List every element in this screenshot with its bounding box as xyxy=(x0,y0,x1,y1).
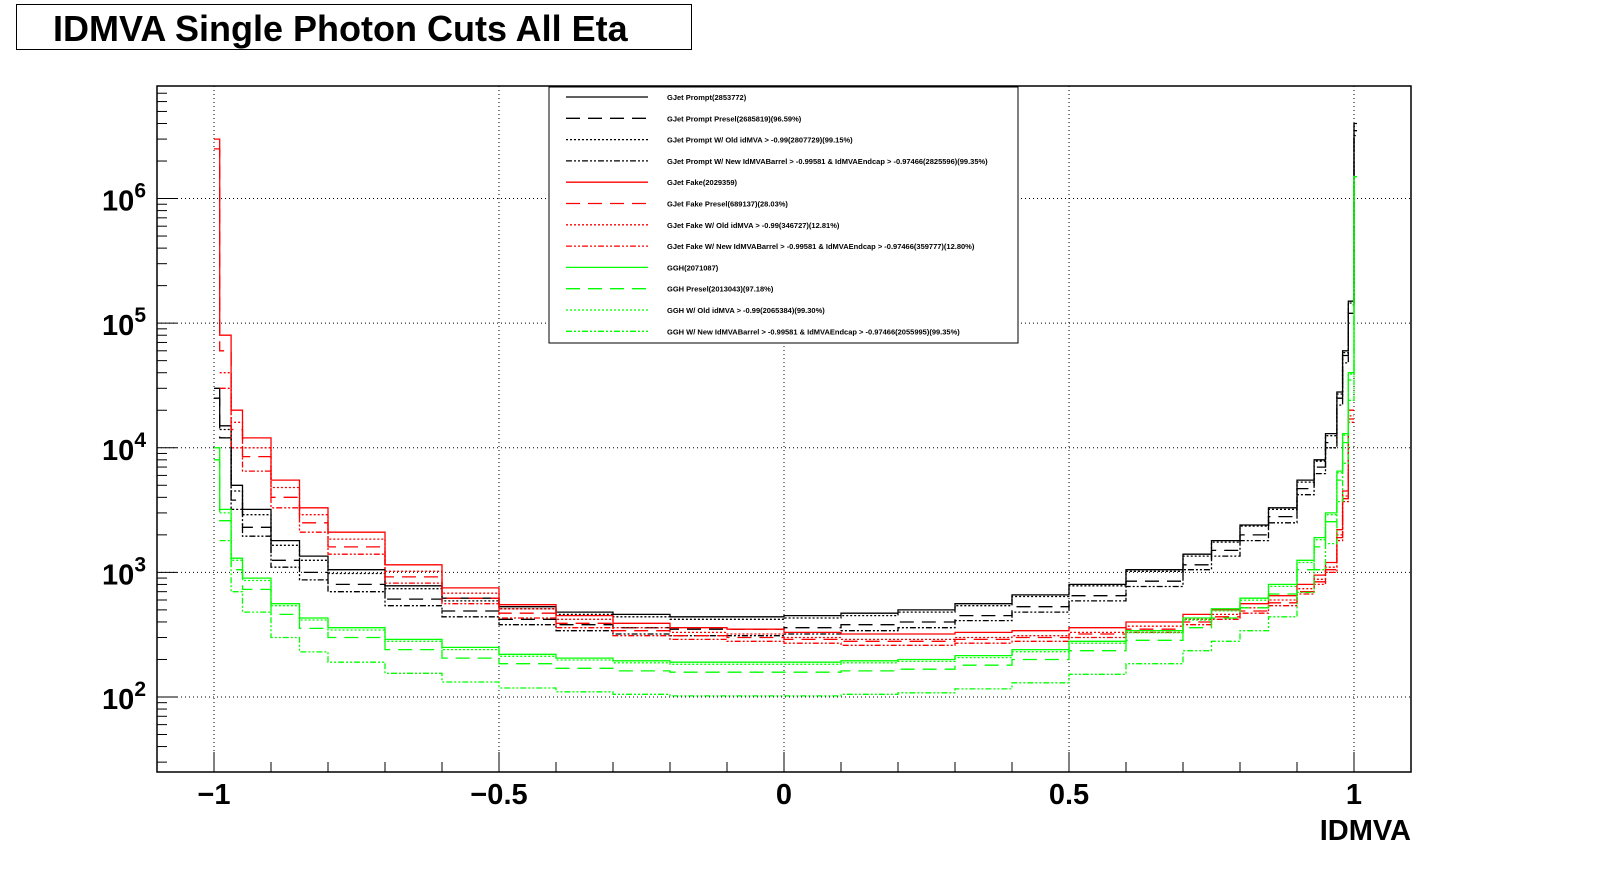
x-tick-label: 0.5 xyxy=(1049,779,1089,811)
series-line-8 xyxy=(214,175,1357,663)
y-tick-label: 106 xyxy=(102,180,146,218)
series-line-11 xyxy=(219,183,1357,697)
legend-label-0: GJet Prompt(2853772) xyxy=(667,93,747,102)
x-axis-label: IDMVA xyxy=(1320,815,1411,847)
legend-label-10: GGH W/ Old idMVA > -0.99(2065384)(99.30%… xyxy=(667,306,825,315)
y-tick-label: 104 xyxy=(102,429,146,467)
legend-label-7: GJet Fake W/ New IdMVABarrel > -0.99581 … xyxy=(667,242,975,251)
legend-label-9: GGH Presel(2013043)(97.18%) xyxy=(667,285,774,294)
legend-label-1: GJet Prompt Presel(2685819)(96.59%) xyxy=(667,114,802,123)
legend-label-11: GGH W/ New IdMVABarrel > -0.99581 & IdMV… xyxy=(667,327,960,336)
y-tick-label: 105 xyxy=(102,304,146,342)
legend-label-6: GJet Fake W/ Old idMVA > -0.99(346727)(1… xyxy=(667,221,840,230)
series-line-10 xyxy=(219,176,1357,665)
series-line-1 xyxy=(214,130,1357,630)
series-line-6 xyxy=(219,372,1354,641)
x-tick-label: −0.5 xyxy=(470,779,527,811)
series-line-9 xyxy=(214,179,1357,673)
legend-label-8: GGH(2071087) xyxy=(667,263,719,272)
legend-box xyxy=(548,86,1019,344)
y-tick-label: 103 xyxy=(102,553,146,591)
chart-title-box: IDMVA Single Photon Cuts All Eta xyxy=(16,4,692,50)
legend-label-4: GJet Fake(2029359) xyxy=(667,178,738,187)
series-line-3 xyxy=(219,134,1357,637)
series-line-2 xyxy=(219,125,1357,620)
x-tick-label: 0 xyxy=(776,779,792,811)
series-line-7 xyxy=(219,387,1354,646)
series-line-0 xyxy=(214,122,1357,618)
legend-label-5: GJet Fake Presel(689137)(28.03%) xyxy=(667,200,788,209)
x-tick-label: 1 xyxy=(1346,779,1362,811)
legend-label-2: GJet Prompt W/ Old idMVA > -0.99(2807729… xyxy=(667,136,853,145)
y-tick-label: 102 xyxy=(102,678,146,716)
x-tick-label: −1 xyxy=(197,779,230,811)
legend-label-3: GJet Prompt W/ New IdMVABarrel > -0.9958… xyxy=(667,157,988,166)
chart-title: IDMVA Single Photon Cuts All Eta xyxy=(53,8,628,49)
